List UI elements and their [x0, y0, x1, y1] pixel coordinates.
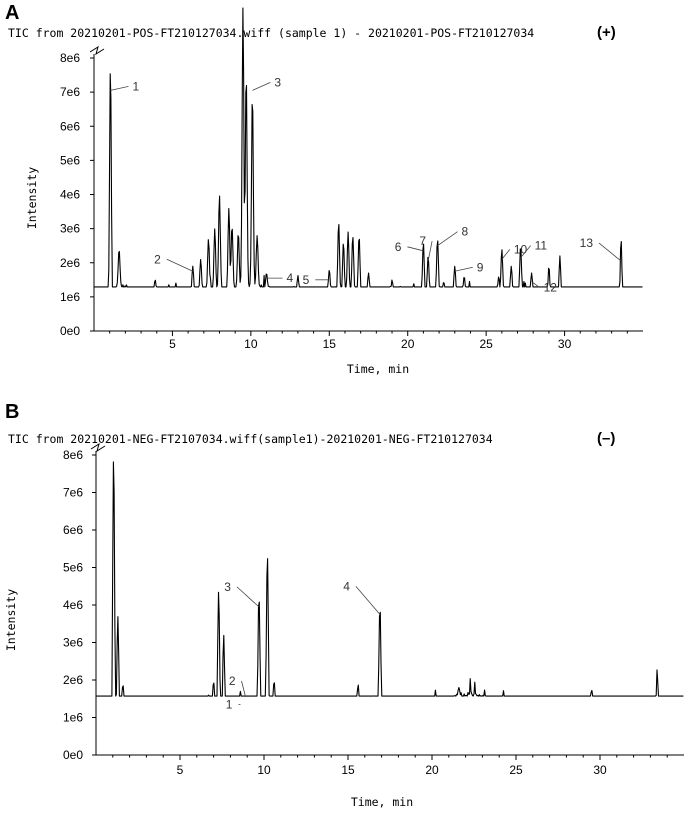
y-tick-label: 7e6	[60, 85, 80, 99]
peak-annotation-label: 4	[343, 579, 350, 593]
x-tick-label: 15	[323, 337, 337, 351]
axis-break-mark-b	[90, 442, 106, 453]
peak-leader-line	[598, 242, 622, 262]
y-tick-label: 6e6	[60, 119, 80, 133]
y-tick-label: 3e6	[60, 222, 80, 236]
x-tick-label: 30	[558, 337, 572, 351]
peak-leader-line	[427, 240, 433, 262]
x-tick-label: 20	[401, 337, 415, 351]
series-line-a	[94, 7, 643, 288]
x-axis-label-b: Time, min	[351, 795, 413, 809]
peak-annotation-label: 10	[514, 242, 528, 256]
peak-leader-line	[355, 586, 381, 615]
y-tick-label: 4e6	[63, 598, 83, 612]
peak-annotation-label: 11	[535, 239, 548, 253]
x-axis-label-a: Time, min	[347, 362, 409, 376]
y-tick-label: 2e6	[63, 673, 83, 687]
peak-leader-line	[531, 281, 540, 288]
y-tick-label: 0e0	[60, 324, 80, 338]
peak-annotation-label: 1	[226, 697, 233, 711]
x-tick-label: 25	[479, 337, 493, 351]
y-axis-label-a: Intensity	[25, 167, 39, 229]
y-tick-label: 3e6	[63, 636, 83, 650]
axis-lines-b	[95, 451, 684, 756]
peak-annotation-label: 4	[287, 271, 294, 285]
y-tick-label: 2e6	[60, 256, 80, 270]
annotations-b: 1 2 3 4	[224, 579, 381, 711]
peak-annotation-label: 8	[462, 225, 469, 239]
panel-a: A TIC from 20210201-POS-FT210127034.wiff…	[5, 2, 643, 376]
y-tick-label: 5e6	[60, 153, 80, 167]
x-tick-label: 5	[177, 763, 184, 777]
y-tick-label: 0e0	[63, 748, 83, 762]
axis-break-mark-a	[89, 45, 105, 56]
y-tick-label: 7e6	[63, 486, 83, 500]
chart-title-a: TIC from 20210201-POS-FT210127034.wiff (…	[8, 26, 534, 40]
peak-leader-line	[437, 231, 458, 247]
peak-leader-line	[110, 86, 129, 91]
peak-leader-line	[501, 249, 511, 260]
peak-leader-line	[241, 680, 246, 697]
y-tick-label: 6e6	[63, 523, 83, 537]
peak-annotation-label: 3	[224, 580, 231, 594]
peak-annotation-label: 3	[274, 75, 281, 89]
panel-letter-a: A	[5, 2, 19, 24]
y-tick-label: 8e6	[63, 448, 83, 462]
peak-annotation-label: 6	[395, 240, 402, 254]
peak-leader-line	[520, 245, 531, 258]
panel-letter-b: B	[5, 401, 19, 423]
y-tick-label: 1e6	[63, 711, 83, 725]
peak-annotation-label: 5	[303, 273, 310, 287]
peak-annotation-label: 12	[544, 281, 558, 295]
axis-lines-a	[93, 54, 643, 332]
peak-leader-line	[407, 246, 424, 252]
chart-title-b: TIC from 20210201-NEG-FT2107034.wiff(sam…	[8, 432, 493, 446]
x-tick-label: 10	[257, 763, 271, 777]
series-line-b	[96, 461, 684, 697]
y-axis-label-b: Intensity	[4, 589, 18, 651]
panel-b: B TIC from 20210201-NEG-FT2107034.wiff(s…	[4, 401, 684, 809]
peak-annotation-label: 2	[229, 674, 236, 688]
peak-leader-line	[454, 266, 473, 272]
x-tick-label: 15	[341, 763, 355, 777]
x-tick-label: 10	[244, 337, 258, 351]
polarity-label-a: (+)	[597, 24, 616, 41]
polarity-label-b: (–)	[597, 430, 615, 447]
x-tick-label: 25	[509, 763, 523, 777]
peak-annotation-label: 9	[477, 260, 484, 274]
peak-leader-line	[166, 258, 193, 272]
x-tick-label: 30	[593, 763, 607, 777]
x-tick-label: 5	[169, 337, 176, 351]
peak-annotation-label: 7	[419, 234, 426, 248]
axes-b: 0e0 1e6 2e6 3e6 4e6 5e6 6e6 7e6 8e6 5 10 15 20 25 30	[63, 442, 684, 777]
peak-annotation-label: 13	[580, 236, 594, 250]
y-tick-label: 5e6	[63, 561, 83, 575]
y-tick-label: 1e6	[60, 290, 80, 304]
peak-leader-line	[252, 82, 271, 91]
y-tick-label: 4e6	[60, 188, 80, 202]
peak-annotation-label: 1	[132, 79, 139, 93]
peak-leader-line	[236, 586, 260, 608]
x-tick-label: 20	[425, 763, 439, 777]
y-tick-label: 8e6	[60, 51, 80, 65]
peak-annotation-label: 2	[154, 252, 161, 266]
